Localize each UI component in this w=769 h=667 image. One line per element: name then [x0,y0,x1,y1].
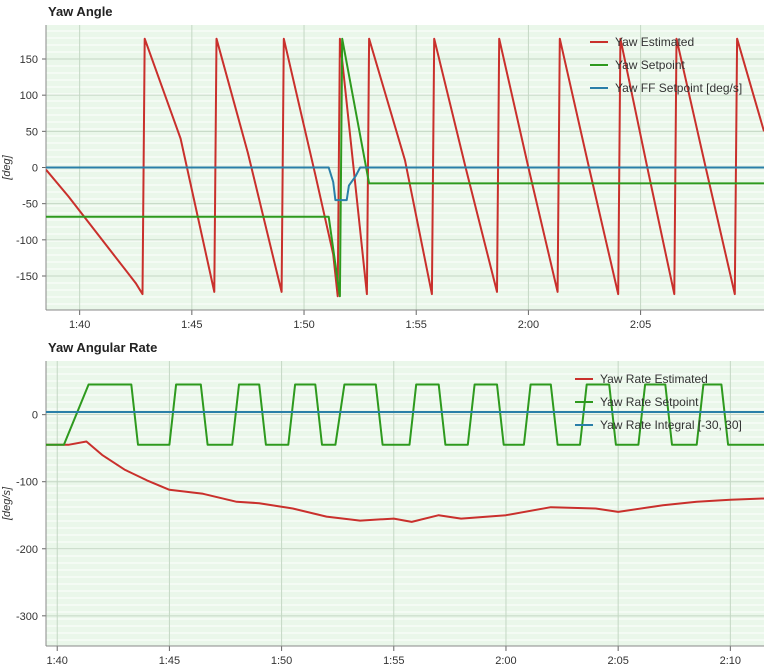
x-tick-label: 1:45 [181,319,202,331]
x-tick-label: 1:50 [293,319,314,331]
x-tick-label: 2:00 [518,319,539,331]
y-tick-label: 0 [32,163,38,175]
minor-grid [46,30,764,305]
x-tick-label: 2:10 [720,655,741,667]
series-line [46,37,764,298]
chart-title: Yaw Angular Rate [48,340,158,355]
x-tick-label: 1:40 [69,319,90,331]
x-tick-label: 1:50 [271,655,292,667]
legend-label[interactable]: Yaw Rate Setpoint [600,395,699,409]
legend-label[interactable]: Yaw Rate Integral [-30, 30] [600,418,742,432]
x-tick-label: 1:45 [159,655,180,667]
series-line [46,37,764,298]
minor-grid [46,366,764,641]
y-tick-label: 0 [32,410,38,422]
y-tick-label: 100 [20,90,38,102]
legend-label[interactable]: Yaw Setpoint [615,58,685,72]
legend-label[interactable]: Yaw FF Setpoint [deg/s] [615,81,742,95]
x-tick-label: 2:05 [607,655,628,667]
chart-title: Yaw Angle [48,4,113,19]
legend: Yaw Estimated Yaw Setpoint Yaw FF Setpoint… [590,35,742,95]
y-tick-label: -100 [16,477,38,489]
y-tick-label: 50 [26,126,38,138]
yaw-rate-chart: 0 -100 -200 -300 1:40 1:45 1:50 1:55 2:00 2:05 2:1… [1,361,764,667]
legend: Yaw Rate Estimated Yaw Rate Setpoint Yaw R… [575,372,742,432]
y-tick-label: -100 [16,235,38,247]
legend-label[interactable]: Yaw Rate Estimated [600,372,708,386]
x-tick-label: 1:55 [406,319,427,331]
legend-label[interactable]: Yaw Estimated [615,35,694,49]
y-axis-label: [deg] [1,154,13,180]
yaw-angle-chart: 150 100 50 0 -50 -100 -150 1:40 1:45 1:50 1:55 2:00… [1,25,764,331]
y-tick-label: -300 [16,611,38,623]
x-tick-label: 1:55 [383,655,404,667]
y-axis-label: [deg/s] [1,486,13,521]
y-tick-label: -50 [22,199,38,211]
series-line [46,383,764,446]
x-tick-label: 1:40 [47,655,68,667]
y-tick-label: -150 [16,271,38,283]
series-line [46,166,764,202]
x-tick-label: 2:05 [630,319,651,331]
series-line [46,440,764,523]
x-tick-label: 2:00 [495,655,516,667]
y-tick-label: -200 [16,544,38,556]
y-tick-label: 150 [20,54,38,66]
